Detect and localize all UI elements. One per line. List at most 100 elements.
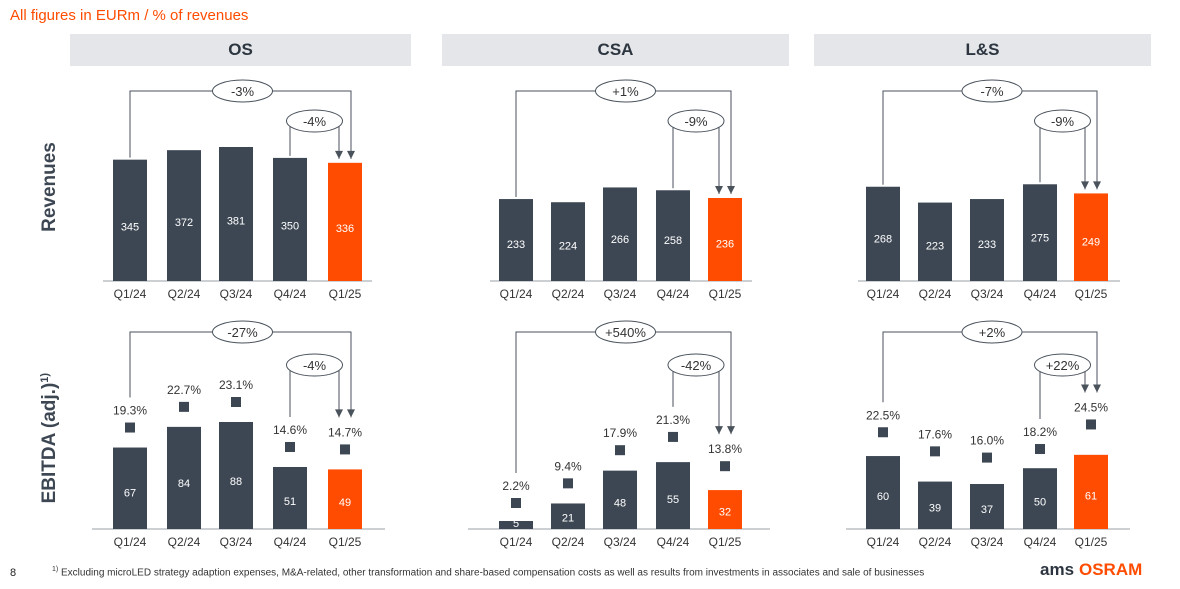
ls-revenues-yoy-bracket xyxy=(882,90,1098,190)
csa-ebitda-value-label: 5 xyxy=(513,518,519,530)
ls-revenues-value-label: 249 xyxy=(1082,237,1100,249)
os-ebitda-tick-label: Q2/24 xyxy=(168,535,201,549)
csa-revenues-bar-q1-25 xyxy=(708,197,742,281)
os-ebitda-value-label: 51 xyxy=(284,496,296,508)
os-ebitda-margin-label: 14.6% xyxy=(273,423,307,437)
ls-revenues-value-label: 223 xyxy=(926,241,944,253)
csa-ebitda-value-label: 32 xyxy=(719,506,731,518)
csa-revenues-value-label: 224 xyxy=(559,241,577,253)
ls-revenues-tick-label: Q4/24 xyxy=(1024,287,1057,301)
ls-ebitda-yoy-bubble xyxy=(961,320,1023,344)
os-revenues-tick-label: Q3/24 xyxy=(220,287,253,301)
os-ebitda-bar-q2-24 xyxy=(167,426,201,529)
ls-ebitda-bar-q3-24 xyxy=(970,484,1004,529)
csa-ebitda-yoy-bubble xyxy=(595,320,656,344)
ams-logo: ams xyxy=(1040,560,1075,579)
csa-ebitda-qoq-arrow xyxy=(715,426,723,435)
ls-ebitda-bar-q2-24 xyxy=(918,481,952,529)
ls-revenues-yoy-bubble xyxy=(961,79,1023,103)
csa-ebitda-tick-label: Q1/24 xyxy=(500,535,533,549)
ls-ebitda-tick-label: Q1/25 xyxy=(1075,535,1108,549)
csa-revenues-tick-label: Q1/24 xyxy=(500,287,533,301)
footnote: 1) Excluding microLED strategy adaption … xyxy=(52,566,924,578)
osram-logo: OSRAM xyxy=(1079,560,1143,579)
csa-ebitda-yoy-arrow xyxy=(727,426,735,435)
csa-revenues-tick-label: Q1/25 xyxy=(709,287,742,301)
ls-ebitda-margin-marker xyxy=(982,452,992,463)
os-revenues-yoy-arrow xyxy=(347,150,355,159)
os-ebitda-margin-label: 23.1% xyxy=(219,378,253,392)
os-ebitda-value-label: 67 xyxy=(124,487,136,499)
csa-ebitda-margin-marker xyxy=(615,445,625,456)
csa-revenues-yoy-label: +1% xyxy=(612,84,639,99)
os-revenues-tick-label: Q4/24 xyxy=(274,287,307,301)
os-ebitda-margin-label: 22.7% xyxy=(167,383,201,397)
os-ebitda-bar-q1-25 xyxy=(328,469,362,529)
os-ebitda-margin-label: 19.3% xyxy=(113,404,147,418)
os-ebitda-tick-label: Q1/24 xyxy=(114,535,147,549)
ls-revenues-tick-label: Q1/25 xyxy=(1075,287,1108,301)
ls-revenues-value-label: 233 xyxy=(978,239,996,251)
ls-ebitda-margin-label: 17.6% xyxy=(918,427,952,441)
csa-revenues-qoq-label: -9% xyxy=(684,114,708,129)
ls-ebitda-margin-marker xyxy=(930,446,940,457)
csa-ebitda-value-label: 55 xyxy=(667,494,679,506)
ls-ebitda-qoq-label: +22% xyxy=(1046,358,1080,373)
csa-ebitda-qoq-bubble xyxy=(667,353,725,377)
csa-ebitda-bar-q1-24 xyxy=(499,521,533,529)
ls-ebitda-tick-label: Q1/24 xyxy=(867,535,900,549)
csa-revenues-value-label: 233 xyxy=(507,239,525,251)
os-revenues-bar-q1-24 xyxy=(113,159,147,281)
os-ebitda-value-label: 49 xyxy=(339,497,351,509)
os-revenues-bar-q3-24 xyxy=(219,147,253,281)
ls-ebitda-margin-label: 24.5% xyxy=(1074,400,1108,414)
csa-ebitda-bar-q1-25 xyxy=(708,490,742,529)
csa-ebitda-tick-label: Q1/25 xyxy=(709,535,742,549)
csa-revenues-tick-label: Q4/24 xyxy=(657,287,690,301)
os-revenues-yoy-bubble xyxy=(212,79,273,103)
ls-ebitda-bar-q4-24 xyxy=(1023,468,1057,529)
csa-ebitda-margin-marker xyxy=(720,461,730,472)
csa-ebitda-tick-label: Q2/24 xyxy=(552,535,585,549)
ls-ebitda-qoq-arrow xyxy=(1081,384,1089,393)
csa-revenues-bar-q3-24 xyxy=(603,187,637,281)
os-revenues-tick-label: Q2/24 xyxy=(168,287,201,301)
os-revenues-tick-label: Q1/24 xyxy=(114,287,147,301)
os-revenues-qoq-bubble xyxy=(286,109,343,133)
ls-revenues-bar-q2-24 xyxy=(918,202,952,281)
os-ebitda-qoq-bubble xyxy=(286,353,343,377)
ls-ebitda-value-label: 61 xyxy=(1085,491,1097,503)
os-ebitda-bar-q4-24 xyxy=(273,466,307,529)
ls-ebitda-margin-label: 16.0% xyxy=(970,434,1004,448)
os-ebitda-tick-label: Q4/24 xyxy=(274,535,307,549)
ls-revenues-qoq-arrow xyxy=(1081,181,1089,190)
os-revenues-value-label: 345 xyxy=(121,221,139,233)
csa-revenues-bar-q1-24 xyxy=(499,199,533,281)
ls-revenues-qoq-label: -9% xyxy=(1051,114,1075,129)
csa-ebitda-tick-label: Q3/24 xyxy=(604,535,637,549)
segment-header-os: OS xyxy=(70,34,411,66)
csa-revenues-tick-label: Q2/24 xyxy=(552,287,585,301)
os-revenues-value-label: 381 xyxy=(227,216,245,228)
csa-ebitda-yoy-label: +540% xyxy=(605,325,646,340)
os-ebitda-yoy-bubble xyxy=(212,320,273,344)
os-revenues-value-label: 350 xyxy=(281,221,299,233)
os-ebitda-yoy-label: -27% xyxy=(227,325,258,340)
ls-revenues-bar-q1-24 xyxy=(866,186,900,281)
ls-ebitda-margin-label: 22.5% xyxy=(866,408,900,422)
ls-ebitda-value-label: 37 xyxy=(981,504,993,516)
ls-revenues-qoq-bubble xyxy=(1034,109,1091,133)
ls-ebitda-bar-q1-25 xyxy=(1074,454,1108,529)
footnote-marker: 1) xyxy=(52,566,59,573)
csa-revenues-yoy-bubble xyxy=(595,79,656,103)
os-ebitda-tick-label: Q3/24 xyxy=(220,535,253,549)
os-revenues-yoy-label: -3% xyxy=(231,84,255,99)
ls-ebitda-yoy-label: +2% xyxy=(979,325,1006,340)
ls-revenues-yoy-label: -7% xyxy=(980,84,1004,99)
os-revenues-bar-q1-25 xyxy=(328,162,362,281)
os-ebitda-value-label: 84 xyxy=(178,478,190,490)
csa-ebitda-margin-label: 13.8% xyxy=(708,442,742,456)
os-revenues-bar-q4-24 xyxy=(273,157,307,281)
csa-ebitda-margin-label: 2.2% xyxy=(502,479,530,493)
